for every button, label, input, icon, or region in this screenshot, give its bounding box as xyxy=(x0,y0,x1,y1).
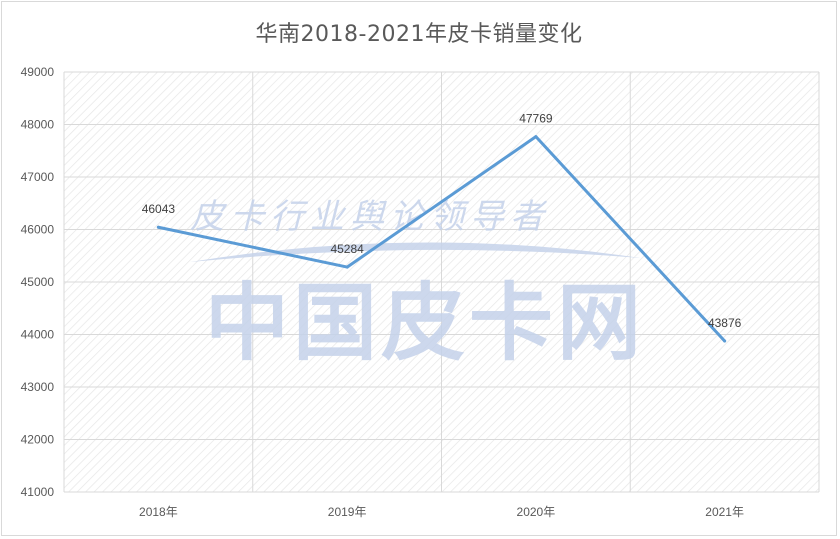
data-labels: 46043 45284 47769 43876 xyxy=(142,112,742,330)
data-label: 45284 xyxy=(330,242,364,256)
data-label: 43876 xyxy=(708,316,742,330)
x-tick-label: 2018年 xyxy=(139,505,178,519)
x-tick-label: 2021年 xyxy=(705,505,744,519)
y-tick-label: 44000 xyxy=(21,328,55,342)
y-tick-label: 47000 xyxy=(21,170,55,184)
data-label: 47769 xyxy=(519,112,553,126)
x-tick-label: 2020年 xyxy=(517,505,556,519)
data-point xyxy=(156,225,160,229)
data-point xyxy=(345,265,349,269)
gridlines xyxy=(63,71,820,493)
series-line xyxy=(156,135,727,343)
y-axis-ticks: 41000 42000 43000 44000 45000 46000 47000 48000… xyxy=(21,65,55,499)
series-layer xyxy=(156,135,727,343)
y-tick-label: 43000 xyxy=(21,380,55,394)
watermark-swoosh xyxy=(190,242,640,262)
y-tick-label: 45000 xyxy=(21,275,55,289)
data-label: 46043 xyxy=(142,202,176,216)
x-tick-label: 2019年 xyxy=(328,505,367,519)
x-axis-ticks: 2018年 2019年 2020年 2021年 xyxy=(139,505,744,519)
y-tick-label: 49000 xyxy=(21,65,55,79)
y-tick-label: 42000 xyxy=(21,433,55,447)
watermark-main-text: 中国皮卡网 xyxy=(205,274,645,372)
chart-title: 华南2018-2021年皮卡销量变化 xyxy=(255,22,583,47)
y-tick-label: 48000 xyxy=(21,118,55,132)
y-tick-label: 46000 xyxy=(21,223,55,237)
data-point xyxy=(534,135,538,139)
watermark: 皮卡行业舆论领导者 中国皮卡网 xyxy=(190,197,645,372)
watermark-sub-text: 皮卡行业舆论领导者 xyxy=(190,197,550,237)
data-point xyxy=(723,339,727,343)
y-tick-label: 41000 xyxy=(21,485,55,499)
